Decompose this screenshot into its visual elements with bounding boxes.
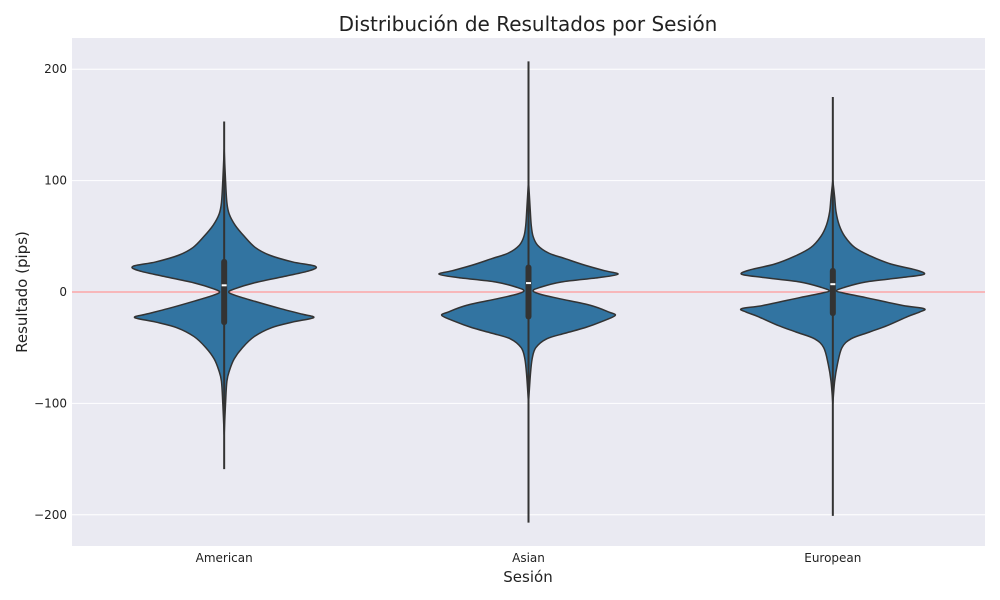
x-tick-label: Asian	[512, 551, 545, 565]
x-axis-ticks: American Asian European	[196, 551, 862, 565]
x-tick-label: European	[804, 551, 861, 565]
y-tick-label: −200	[34, 508, 67, 522]
y-tick-label: 0	[59, 285, 67, 299]
chart-title: Distribución de Resultados por Sesión	[339, 12, 718, 36]
y-tick-label: −100	[34, 396, 67, 410]
y-axis-ticks: 200 100 0 −100 −200	[34, 62, 67, 522]
y-tick-label: 200	[44, 62, 67, 76]
violin-european	[739, 97, 926, 516]
y-tick-label: 100	[44, 174, 67, 188]
violin-american	[131, 121, 318, 470]
violin-group	[131, 61, 926, 523]
x-axis-label: Sesión	[503, 568, 552, 586]
violin-asian	[438, 61, 619, 523]
y-axis-label: Resultado (pips)	[13, 231, 31, 353]
x-tick-label: American	[196, 551, 253, 565]
